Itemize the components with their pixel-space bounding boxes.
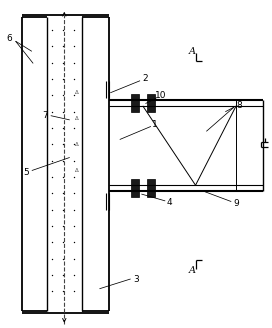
Text: Δ: Δ [75,168,78,173]
Text: A: A [189,266,196,275]
Text: Δ: Δ [75,90,78,95]
Text: 6: 6 [6,34,12,43]
Text: 8: 8 [236,101,242,110]
Text: A: A [189,47,196,56]
Bar [131,94,139,112]
Text: 4: 4 [167,198,173,207]
Bar [131,179,139,197]
Text: Δ: Δ [75,116,78,121]
Text: Δ: Δ [75,142,78,147]
Text: 5: 5 [23,168,29,177]
Text: 9: 9 [233,199,239,208]
Text: 2: 2 [143,74,148,83]
Bar [147,94,155,112]
Text: 1: 1 [152,120,158,129]
Text: 7: 7 [42,111,48,120]
Text: 10: 10 [154,91,166,100]
Text: 3: 3 [133,276,139,284]
Bar [147,179,155,197]
